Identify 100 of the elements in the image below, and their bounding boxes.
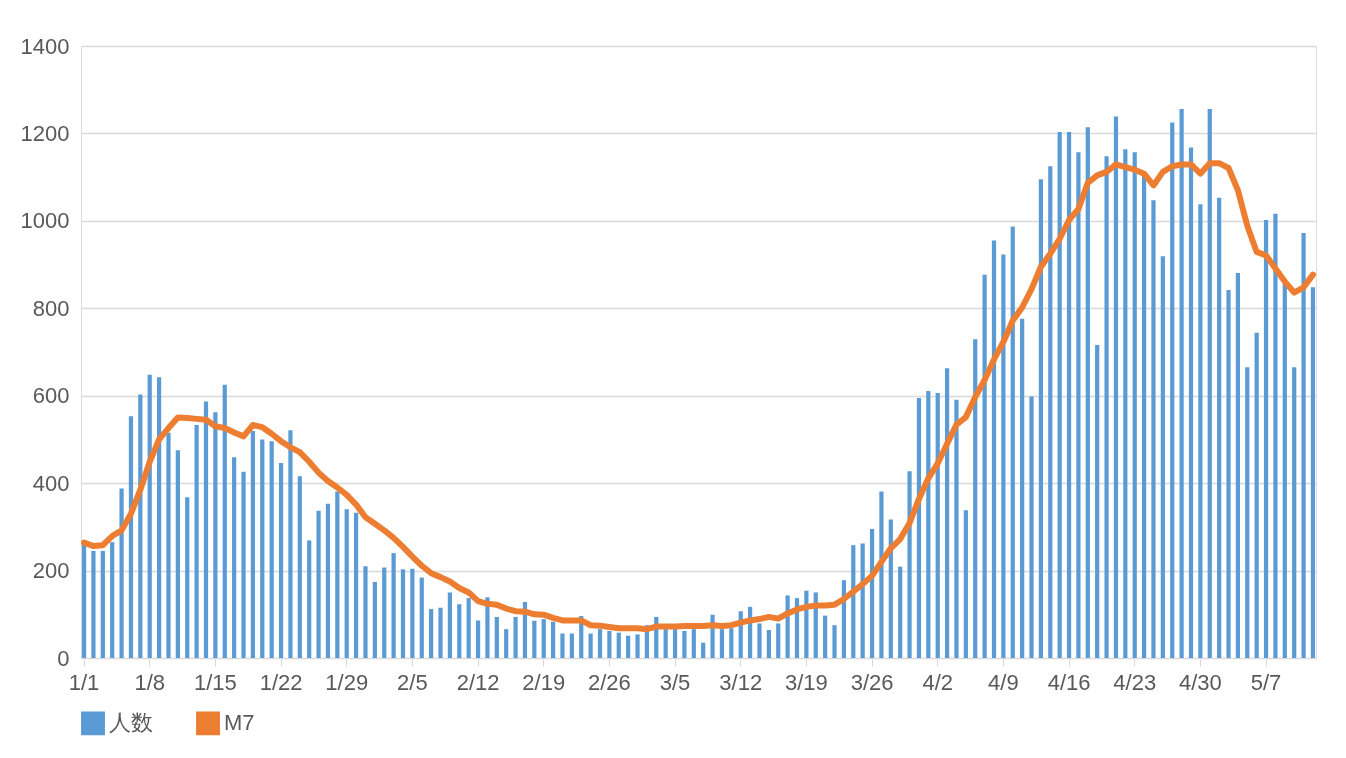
bar (382, 567, 387, 658)
bar (288, 430, 293, 658)
bar (1207, 108, 1212, 658)
bar (91, 550, 96, 658)
bar (1273, 213, 1278, 658)
bar (372, 581, 377, 658)
bar (100, 550, 105, 658)
bar (616, 632, 621, 658)
bar (944, 368, 950, 658)
legend-label: M7 (224, 710, 255, 736)
bar (504, 629, 509, 658)
bar (485, 597, 490, 658)
bar (1104, 156, 1109, 658)
bar (222, 384, 227, 658)
bar (400, 569, 406, 658)
bar (391, 553, 396, 658)
bar (475, 620, 481, 658)
x-tick-label: 4/9 (988, 669, 1019, 695)
bar (1263, 219, 1269, 658)
bar (776, 623, 781, 658)
bar (1076, 152, 1081, 658)
x-tick-label: 2/12 (456, 669, 500, 695)
bar (410, 568, 415, 658)
bar (81, 544, 87, 658)
y-tick-label: 200 (32, 558, 70, 584)
bar (607, 630, 612, 658)
bar (1141, 173, 1147, 658)
y-tick-label: 1200 (20, 120, 70, 146)
bar (363, 566, 368, 658)
y-tick-label: 1400 (20, 33, 70, 59)
y-tick-label: 800 (32, 295, 70, 321)
x-tick-label: 2/19 (522, 669, 566, 695)
bar (991, 240, 997, 658)
bar (935, 393, 940, 658)
bar (757, 623, 762, 658)
legend-label: 人数 (109, 710, 153, 736)
bar (232, 457, 237, 658)
bar (494, 616, 499, 658)
bar (213, 412, 218, 658)
bar (532, 620, 537, 658)
bar (1160, 256, 1165, 658)
bar (1001, 254, 1006, 658)
bar (1057, 132, 1062, 658)
bar (541, 619, 546, 658)
bar (569, 633, 574, 658)
bar (1010, 226, 1015, 658)
bar (1301, 233, 1306, 658)
x-tick-label: 1/22 (259, 669, 303, 695)
bar (560, 633, 565, 658)
bar (1066, 132, 1072, 658)
bar (1132, 152, 1137, 658)
bar (1188, 147, 1194, 658)
x-tick-label: 5/7 (1250, 669, 1282, 695)
bar (156, 377, 162, 658)
bar (110, 542, 115, 658)
bar (672, 629, 678, 658)
x-tick-label: 1/29 (325, 669, 369, 695)
bar (1217, 197, 1222, 658)
x-tick-label: 1/8 (134, 669, 166, 695)
bar (260, 439, 265, 658)
bar (954, 399, 959, 658)
bar (466, 598, 471, 658)
bar (325, 503, 331, 658)
bar (250, 431, 256, 658)
bar (1292, 367, 1297, 658)
bar (344, 509, 349, 658)
y-tick-label: 400 (32, 470, 70, 496)
bar (973, 339, 978, 658)
bar (297, 476, 302, 658)
bar (1226, 289, 1231, 658)
bar (194, 425, 199, 658)
x-tick-label: 4/16 (1047, 669, 1091, 695)
x-tick-label: 3/5 (659, 669, 691, 695)
x-tick-label: 4/30 (1178, 669, 1222, 695)
bar (353, 512, 359, 658)
bar (307, 540, 312, 658)
x-tick-label: 3/26 (850, 669, 894, 695)
bar (457, 604, 462, 658)
bar (1245, 367, 1250, 658)
bar (1179, 108, 1184, 658)
bar (635, 634, 640, 658)
x-tick-label: 1/15 (193, 669, 237, 695)
bar (316, 510, 321, 658)
bar (1198, 204, 1203, 658)
bar (419, 577, 424, 658)
bar (926, 390, 931, 658)
bar (1048, 166, 1053, 658)
bar (597, 629, 603, 658)
y-tick-label: 600 (32, 383, 70, 409)
x-tick-label: 4/23 (1113, 669, 1157, 695)
bar (626, 635, 631, 658)
x-tick-label: 3/19 (784, 669, 828, 695)
y-tick-label: 0 (57, 645, 70, 671)
bar (438, 607, 443, 658)
bar (719, 629, 725, 658)
bar (898, 566, 903, 658)
bar (269, 441, 274, 658)
bar (691, 629, 696, 658)
bar (1235, 272, 1241, 658)
bar (513, 616, 518, 658)
